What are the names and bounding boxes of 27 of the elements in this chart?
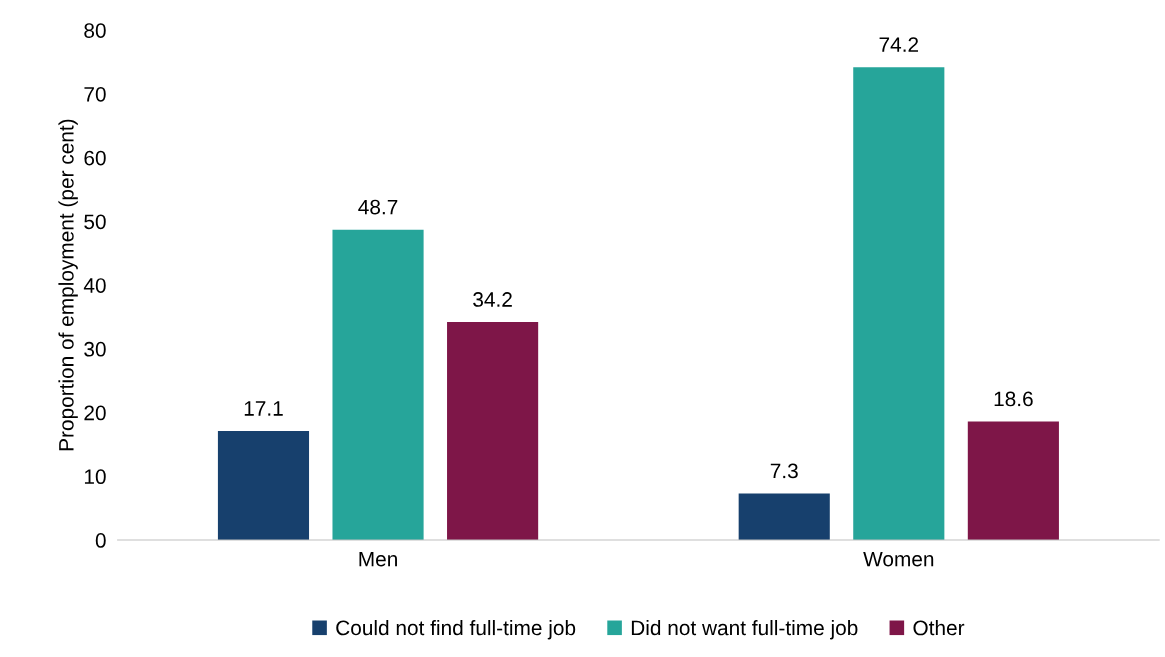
y-tick-label: 30 — [84, 341, 106, 357]
data-label: 74.2 — [879, 37, 919, 52]
bar — [447, 322, 539, 541]
y-tick-label: 40 — [83, 278, 106, 293]
legend-label: Could not find full-time job — [336, 619, 576, 640]
y-tick-label: 70 — [84, 86, 106, 102]
x-tick-label: Women — [863, 551, 934, 567]
bar — [332, 229, 424, 541]
y-axis-title: Proportion of employment (per cent) — [58, 119, 78, 451]
bar — [738, 493, 830, 541]
y-tick-label: 10 — [84, 469, 106, 485]
y-tick-label: 60 — [84, 150, 106, 166]
data-label: 48.7 — [358, 199, 398, 215]
bar — [853, 67, 945, 541]
data-label: 7.3 — [770, 463, 798, 479]
x-tick-label: Men — [359, 551, 397, 567]
y-tick-label: 80 — [84, 23, 106, 38]
data-label: 18.6 — [994, 391, 1033, 407]
bar — [967, 421, 1059, 541]
bar — [217, 431, 310, 541]
data-label: 34.2 — [473, 292, 512, 307]
y-tick-label: 50 — [84, 214, 106, 230]
legend-label: Other — [913, 619, 965, 636]
data-label: 17.1 — [244, 401, 283, 416]
legend-label: Did not want full-time job — [631, 619, 858, 640]
y-tick-label: 0 — [95, 533, 106, 548]
y-tick-label: 20 — [84, 405, 106, 421]
